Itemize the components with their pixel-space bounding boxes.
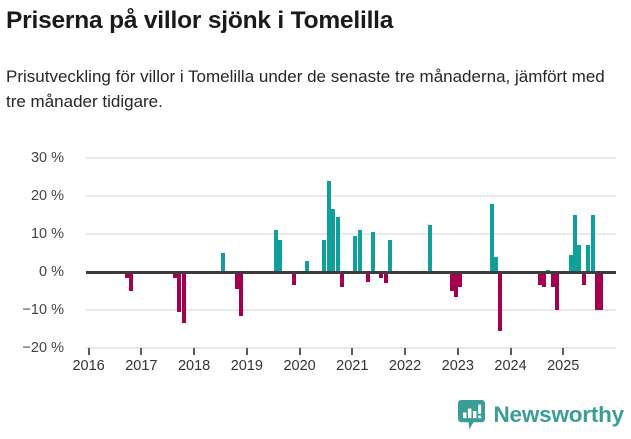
x-axis-tick-label: 2021 [336,358,369,374]
page-title: Priserna på villor sjönk i Tomelilla [6,7,394,34]
bar [590,215,595,272]
gridline [86,309,616,311]
bar [335,216,340,272]
x-axis-tick-label: 2016 [72,358,105,374]
bar-chart: 30 % 20 % 10 % 0 % −10 % −20 % 2016 2017 2018 20… [0,148,631,388]
bar [493,256,498,272]
bar [221,253,226,272]
bar [379,272,384,278]
x-axis-tick [140,348,143,355]
x-axis-tick-label: 2025 [547,358,580,374]
bar [384,272,389,284]
x-axis-tick [562,348,565,355]
x-axis-tick [298,348,301,355]
bar [339,272,344,288]
bar [568,254,573,272]
newsworthy-logo[interactable]: Newsworthy [458,400,624,430]
x-axis-tick [456,348,459,355]
bar [542,272,547,288]
bar [537,272,542,286]
bar [595,272,599,310]
bar [449,272,454,291]
zero-axis-line [86,270,616,274]
x-axis-tick-label: 2022 [388,358,422,374]
gridline [86,157,616,159]
bar [357,230,362,272]
bar [304,260,309,272]
y-axis-tick-label: 20 % [30,188,64,204]
y-axis-tick-label: 30 % [30,150,64,166]
x-axis-tick [351,348,354,355]
x-axis-tick-label: 2020 [283,358,316,374]
x-axis-tick-label: 2024 [494,358,527,374]
y-axis-tick-label: 0 % [39,264,64,280]
x-axis-tick-label: 2017 [125,358,158,374]
brand-name: Newsworthy [493,402,624,427]
bar [489,203,494,272]
x-axis-tick [245,348,248,355]
bar [291,272,296,286]
x-axis-tick [404,348,407,355]
bar-chart-speech-bubble-icon [458,400,486,430]
page-subtitle: Prisutveckling för villor i Tomelilla un… [6,67,605,111]
y-axis-tick-label: −10 % [22,302,64,318]
x-axis-tick [509,348,512,355]
x-axis-tick-label: 2019 [230,358,263,374]
plot-area: 30 % 20 % 10 % 0 % −10 % −20 % [22,151,616,355]
bar [322,239,327,272]
bar [234,272,239,290]
gridline [86,347,616,349]
bar [550,272,555,288]
bar [129,272,134,291]
y-axis-tick-label: 10 % [30,226,64,242]
x-axis-tick-label: 2018 [177,358,211,374]
bar [124,272,129,278]
bar [326,180,331,272]
bar [239,272,244,316]
bar [388,239,393,272]
bar [458,272,463,288]
bar [273,230,278,272]
y-axis-tick-label: −20 % [22,340,64,356]
bar [370,232,375,272]
bar [331,209,336,272]
bar [599,272,604,310]
bar [581,272,586,286]
bar [586,245,591,272]
bar [182,272,187,324]
bar [454,272,459,297]
bar [366,272,371,282]
bar [572,215,577,272]
bar [497,272,502,331]
x-axis-tick [87,348,90,355]
chart-footer: Newsworthy [0,396,631,439]
gridline [86,195,616,197]
x-axis: 2016 2017 2018 2019 2020 2021 2022 2023 2024 2025 [72,348,616,388]
bar [577,245,582,272]
bar [427,224,432,272]
bar [352,235,357,272]
gridline [86,233,616,235]
bar [177,272,182,312]
x-axis-tick [193,348,196,355]
bar [172,272,177,278]
x-axis-tick-label: 2023 [441,358,474,374]
bar [555,272,560,310]
bar [278,239,283,272]
